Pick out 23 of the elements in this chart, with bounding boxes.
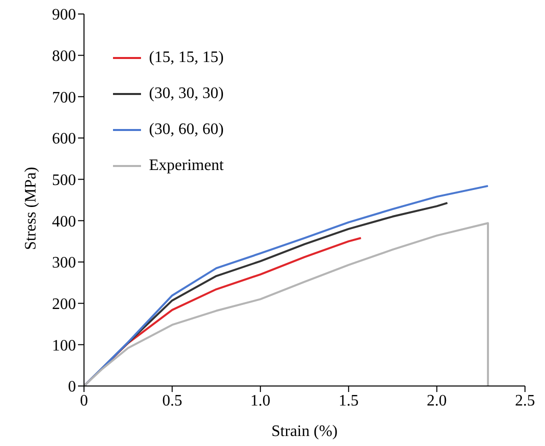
y-axis-title: Stress (MPa) [22,166,40,250]
y-tick-label: 400 [52,213,76,230]
x-tick-label: 1.0 [250,392,270,410]
x-tick-label: 0 [80,392,88,410]
x-tick-label: 1.5 [338,392,359,410]
legend-label: (30, 30, 30) [149,84,224,104]
legend-label: (15, 15, 15) [149,48,224,68]
y-tick-label: 900 [52,6,76,24]
y-tick-label: 100 [52,337,76,354]
line-series [84,222,489,386]
y-tick-label: 200 [52,296,76,314]
x-tick-label: 2.5 [515,392,535,410]
legend-label: (30, 60, 60) [149,120,224,140]
x-tick-label: 2.0 [426,392,447,410]
x-tick-label: 0.5 [162,392,182,410]
y-tick-label: 700 [52,89,76,106]
y-tick-label: 800 [52,48,76,66]
y-tick-label: 300 [52,254,76,272]
y-tick-label: 0 [68,378,76,396]
x-axis-title: Strain (%) [271,423,338,440]
legend-label: Experiment [149,156,224,176]
y-tick-label: 500 [52,172,76,190]
y-tick-label: 600 [52,130,76,148]
